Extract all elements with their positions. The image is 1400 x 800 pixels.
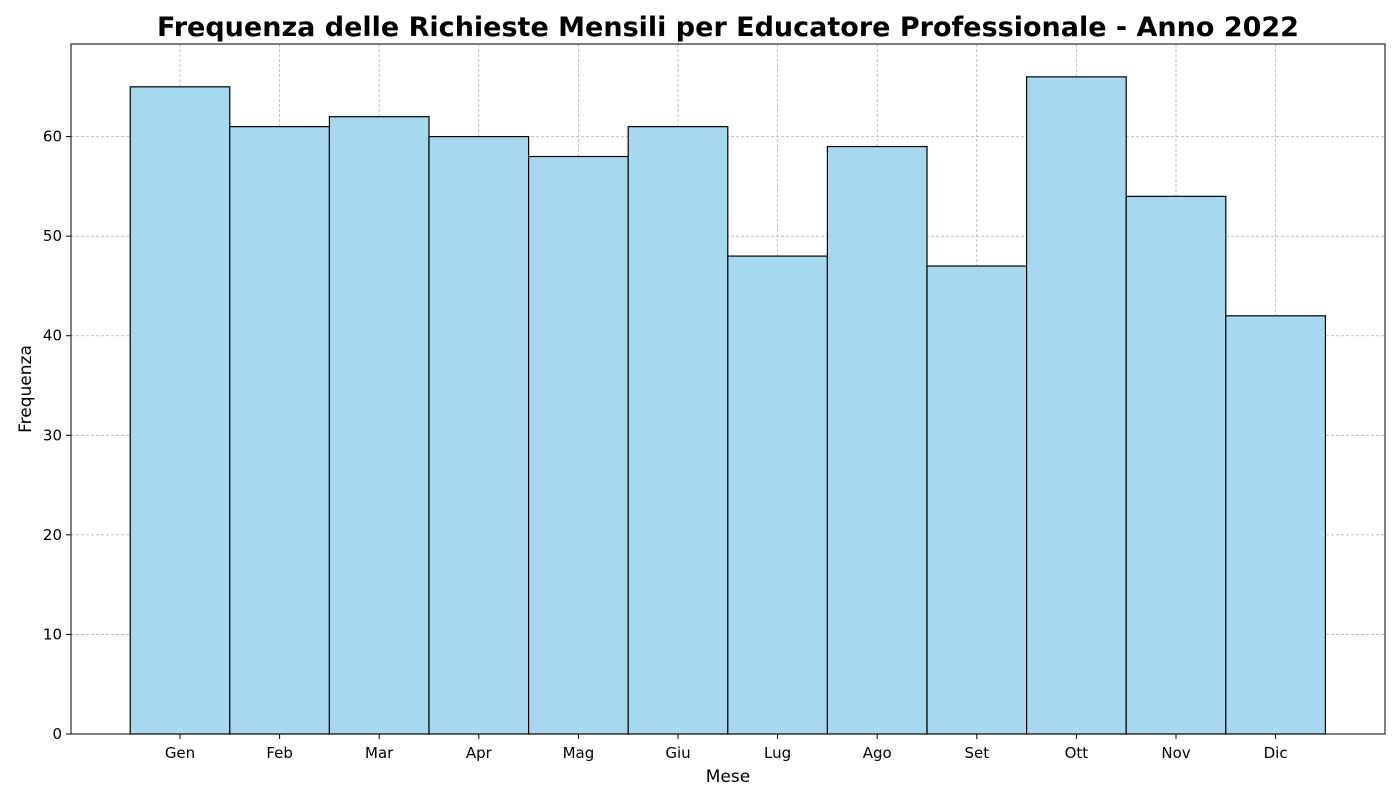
y-tick-label: 30 bbox=[43, 426, 62, 444]
x-tick-label: Giu bbox=[665, 744, 690, 762]
x-tick-label: Gen bbox=[165, 744, 195, 762]
plot-frame bbox=[70, 43, 1386, 735]
x-tick-label: Set bbox=[964, 744, 989, 762]
x-axis-label: Mese bbox=[706, 767, 750, 787]
bar-gen bbox=[129, 86, 231, 735]
bar-nov bbox=[1125, 195, 1227, 735]
x-tick-label: Feb bbox=[266, 744, 293, 762]
x-tick-label: Ago bbox=[863, 744, 892, 762]
y-tick-label: 60 bbox=[43, 128, 62, 146]
y-tick-label: 0 bbox=[52, 725, 62, 743]
bar-set bbox=[926, 265, 1028, 735]
bar-dic bbox=[1225, 315, 1327, 735]
x-tick-label: Dic bbox=[1264, 744, 1288, 762]
bars bbox=[129, 76, 1327, 735]
bar-ago bbox=[826, 145, 928, 735]
bar-giu bbox=[627, 126, 729, 735]
x-axis-ticks: Gen Feb Mar Apr Mag Giu Lug Ago Set Ott Nov Dic bbox=[165, 734, 1288, 762]
x-tick-label: Lug bbox=[764, 744, 791, 762]
bar-mag bbox=[527, 155, 629, 735]
y-axis-ticks: 0 10 20 30 40 50 60 bbox=[43, 128, 71, 743]
chart-title: Frequenza delle Richieste Mensili per Ed… bbox=[157, 12, 1299, 43]
y-tick-label: 20 bbox=[43, 526, 62, 544]
y-tick-label: 10 bbox=[43, 625, 62, 643]
x-tick-label: Mag bbox=[563, 744, 595, 762]
y-tick-label: 50 bbox=[43, 227, 62, 245]
bar-lug bbox=[727, 255, 828, 735]
bar-feb bbox=[229, 126, 331, 735]
bar-apr bbox=[428, 135, 530, 735]
y-axis-label: Frequenza bbox=[16, 345, 36, 433]
x-tick-label: Nov bbox=[1161, 744, 1190, 762]
x-tick-label: Mar bbox=[365, 744, 394, 762]
y-tick-label: 40 bbox=[43, 327, 62, 345]
x-tick-label: Apr bbox=[466, 744, 493, 762]
x-tick-label: Ott bbox=[1065, 744, 1089, 762]
bar-ott bbox=[1025, 76, 1127, 735]
bar-mar bbox=[328, 116, 430, 735]
